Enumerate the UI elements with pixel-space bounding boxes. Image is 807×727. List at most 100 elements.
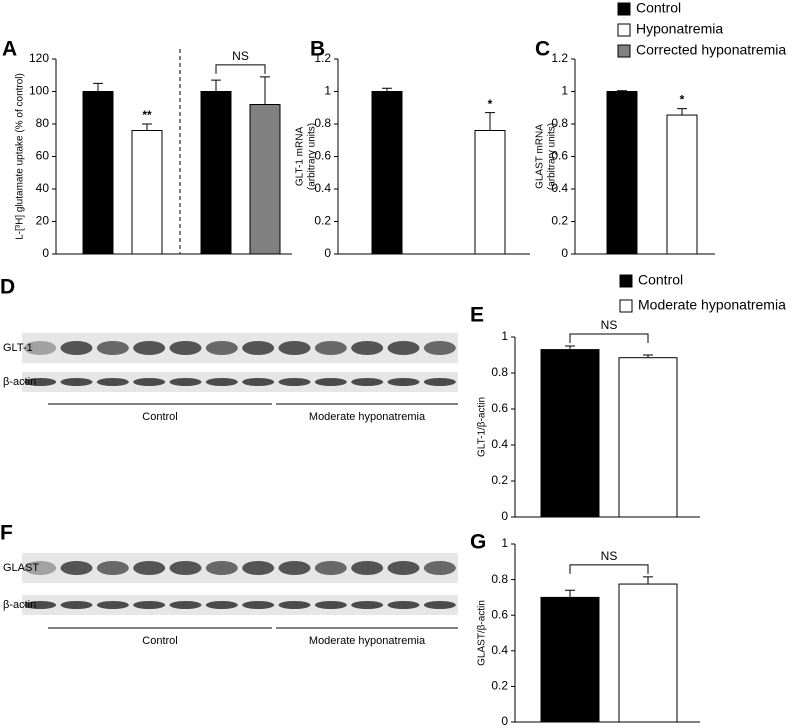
blot-strip [22,595,458,615]
y-axis-label: GLT-1/β-actin [477,397,488,457]
y-tick-label: 100 [29,84,49,98]
blot-band [278,561,311,575]
bar [618,583,678,723]
panel-letter: E [470,304,484,327]
blot-band [278,601,311,609]
panel-letter: D [0,276,15,299]
legend-swatch [619,274,633,288]
y-tick-label: 0.2 [551,214,568,228]
y-axis-label: GLAST mRNA [535,124,546,189]
y-tick-label: 60 [36,149,50,163]
blot-band [351,601,384,609]
blot-band [133,378,166,386]
significance-label: NS [601,318,618,332]
y-tick-label: 1 [324,84,331,98]
blot-row-label: GLAST [3,562,39,574]
error-bar [643,576,653,585]
y-tick-label: 1 [501,329,508,343]
y-tick-label: 0.4 [551,181,568,195]
y-axis-label: (arbitrary units) [307,123,318,190]
y-tick-label: 1 [501,536,508,550]
blot-band [387,341,420,355]
blot-strip [22,553,458,583]
y-tick-label: 0.6 [551,149,568,163]
legend-swatch [617,44,631,58]
panel-letter: C [535,38,550,61]
error-bar [565,589,575,598]
error-bar [142,123,152,131]
error-bar [260,76,270,105]
legend-swatch [617,2,631,16]
y-tick-label: 0.2 [314,214,331,228]
legend-label: Control [636,0,681,16]
bar [606,91,638,255]
panel-letter: A [2,38,17,61]
blot-band [278,341,311,355]
blot-band [423,561,456,575]
bar [249,104,281,255]
legend-label: Moderate hyponatremia [638,297,786,313]
bar [371,91,403,255]
bar [666,114,698,255]
error-bar [643,354,653,358]
y-tick-label: 40 [36,181,50,195]
y-tick-label: 0.2 [491,473,508,487]
blot-band [387,601,420,609]
significance-label: * [488,97,493,111]
blot-band [205,601,238,609]
bar [131,130,163,255]
blot-strip [22,372,458,392]
blot-band [96,561,129,575]
legend-swatch [617,23,631,37]
group-label: Control [142,411,177,423]
error-bar [565,345,575,350]
blot-band [278,378,311,386]
blot-row-label: β-actin [3,599,36,611]
y-tick-label: 0.8 [314,116,331,130]
blot-band [423,601,456,609]
y-tick-label: 0 [324,246,331,260]
blot-band [242,341,275,355]
blot-band [351,341,384,355]
y-axis-label: (arbitrary units) [547,123,558,190]
blot-band [60,561,93,575]
legend-label: Hyponatremia [636,21,723,37]
significance-label: NS [232,49,249,63]
y-tick-label: 0.4 [491,643,508,657]
error-bar [617,90,627,92]
bracket [569,564,649,574]
blot-band [351,561,384,575]
blot-band [423,341,456,355]
bar [540,349,600,518]
blot-row-label: GLT-1 [3,342,33,354]
blot-band [314,601,347,609]
panel-letter: B [310,38,325,61]
blot-band [205,341,238,355]
blot-band [96,601,129,609]
blot-band [24,378,57,386]
blot-band [133,341,166,355]
error-bar [485,112,495,131]
y-axis-label: GLAST/β-actin [477,600,488,666]
blot-band [242,378,275,386]
panel-letter: F [0,522,13,545]
y-tick-label: 1.2 [551,51,568,65]
legend-swatch [619,299,633,313]
blot-band [169,601,202,609]
y-tick-label: 0 [42,246,49,260]
blot-band [60,378,93,386]
blot-band [133,561,166,575]
y-tick-label: 0.8 [491,572,508,586]
y-tick-label: 0.2 [491,679,508,693]
error-bar [93,82,103,92]
error-bar [211,79,221,92]
blot-band [96,341,129,355]
group-label: Moderate hyponatremia [309,411,426,423]
significance-label: * [680,93,685,107]
blot-row-label: β-actin [3,376,36,388]
bar [618,357,678,518]
panel-letter: G [470,531,486,554]
y-axis-label: L-[³H] glutamate uptake (% of control) [15,73,26,240]
bar [82,91,114,255]
